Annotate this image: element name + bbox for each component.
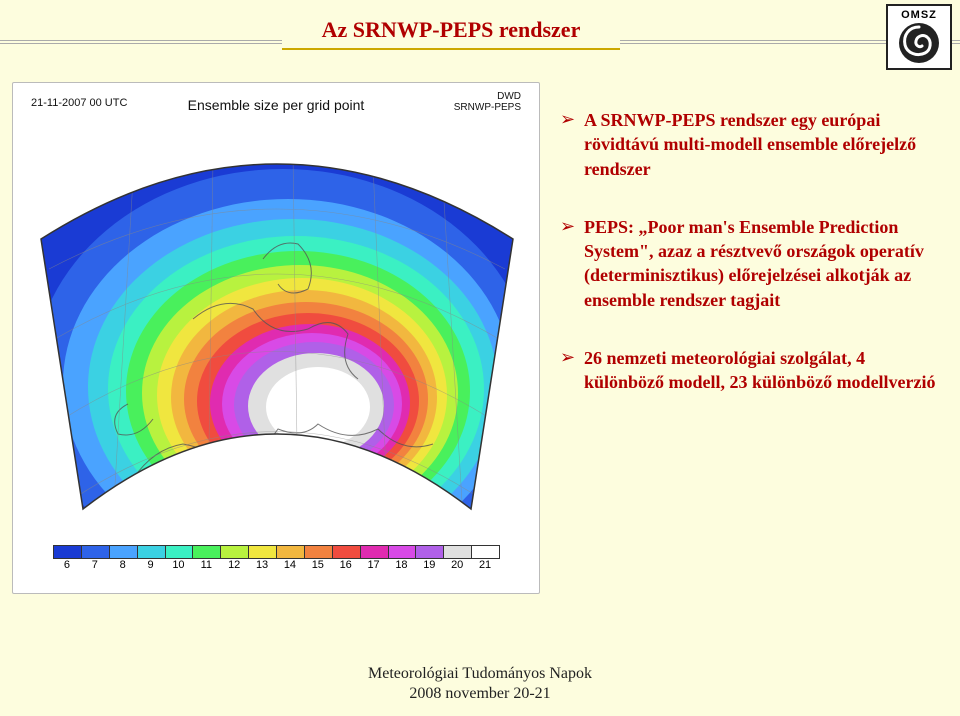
- title-box: Az SRNWP-PEPS rendszer: [282, 12, 620, 50]
- bullet-icon: ➢: [560, 215, 584, 312]
- legend-label: 14: [276, 559, 304, 571]
- legend-label: 17: [360, 559, 388, 571]
- legend-label: 15: [304, 559, 332, 571]
- legend-label: 10: [165, 559, 193, 571]
- legend-cell: [137, 545, 166, 559]
- map-svg: [13, 119, 541, 559]
- legend-label: 13: [248, 559, 276, 571]
- legend-label: 6: [53, 559, 81, 571]
- chart-source: DWD SRNWP-PEPS: [454, 91, 521, 113]
- logo-swirl-icon: [891, 21, 947, 65]
- list-item: ➢ 26 nemzeti meteorológiai szolgálat, 4 …: [560, 346, 938, 395]
- footer: Meteorológiai Tudományos Napok 2008 nove…: [0, 664, 960, 704]
- legend-cell: [360, 545, 389, 559]
- legend-cell: [165, 545, 194, 559]
- list-item: ➢ PEPS: „Poor man's Ensemble Prediction …: [560, 215, 938, 312]
- legend-cell: [415, 545, 444, 559]
- bullet-icon: ➢: [560, 108, 584, 181]
- legend-cell: [109, 545, 138, 559]
- chart-source-2: SRNWP-PEPS: [454, 102, 521, 113]
- legend-cell: [192, 545, 221, 559]
- bullet-icon: ➢: [560, 346, 584, 395]
- legend-label: 9: [137, 559, 165, 571]
- legend-labels: 6789101112131415161718192021: [53, 559, 499, 571]
- legend-label: 21: [471, 559, 499, 571]
- legend-label: 20: [443, 559, 471, 571]
- legend-cell: [248, 545, 277, 559]
- legend-cell: [332, 545, 361, 559]
- legend-cells: [53, 545, 499, 559]
- ensemble-map-chart: 21-11-2007 00 UTC Ensemble size per grid…: [12, 82, 540, 594]
- legend-label: 16: [332, 559, 360, 571]
- legend-cell: [471, 545, 500, 559]
- bullet-list: ➢ A SRNWP-PEPS rendszer egy európai rövi…: [560, 108, 938, 429]
- chart-source-1: DWD: [454, 91, 521, 102]
- logo-label: OMSZ: [891, 9, 947, 21]
- bullet-text: PEPS: „Poor man's Ensemble Prediction Sy…: [584, 215, 938, 312]
- legend-label: 8: [109, 559, 137, 571]
- legend-label: 11: [192, 559, 220, 571]
- legend: 6789101112131415161718192021: [53, 545, 499, 571]
- bullet-text: 26 nemzeti meteorológiai szolgálat, 4 kü…: [584, 346, 938, 395]
- legend-label: 18: [388, 559, 416, 571]
- bullet-text: A SRNWP-PEPS rendszer egy európai rövidt…: [584, 108, 938, 181]
- legend-cell: [304, 545, 333, 559]
- legend-cell: [220, 545, 249, 559]
- legend-cell: [388, 545, 417, 559]
- legend-label: 19: [415, 559, 443, 571]
- omsz-logo: OMSZ: [886, 4, 952, 70]
- legend-label: 7: [81, 559, 109, 571]
- legend-cell: [81, 545, 110, 559]
- list-item: ➢ A SRNWP-PEPS rendszer egy európai rövi…: [560, 108, 938, 181]
- footer-line2: 2008 november 20-21: [0, 684, 960, 704]
- footer-line1: Meteorológiai Tudományos Napok: [0, 664, 960, 684]
- legend-label: 12: [220, 559, 248, 571]
- legend-cell: [53, 545, 82, 559]
- legend-cell: [276, 545, 305, 559]
- page-title: Az SRNWP-PEPS rendszer: [322, 17, 581, 43]
- legend-cell: [443, 545, 472, 559]
